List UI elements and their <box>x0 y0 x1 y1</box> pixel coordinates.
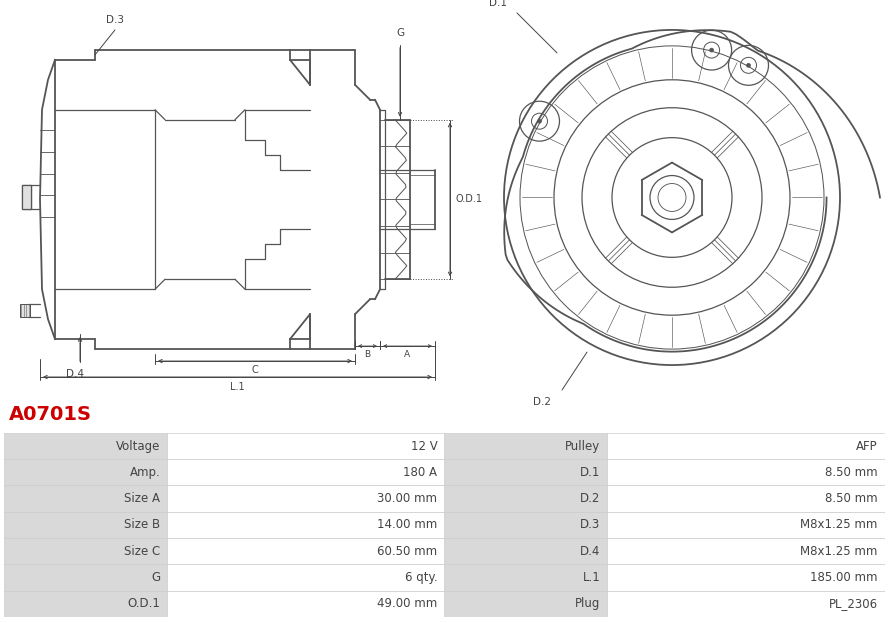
Text: M8x1.25 mm: M8x1.25 mm <box>800 545 877 558</box>
Bar <box>607 591 885 617</box>
Text: 60.50 mm: 60.50 mm <box>377 545 437 558</box>
Text: D.1: D.1 <box>489 0 507 8</box>
Bar <box>4 511 167 538</box>
Circle shape <box>538 119 541 123</box>
Bar <box>4 538 167 564</box>
Bar <box>167 433 444 459</box>
Bar <box>167 485 444 511</box>
Text: 14.00 mm: 14.00 mm <box>377 518 437 531</box>
Text: A0701S: A0701S <box>9 405 92 424</box>
Text: D.1: D.1 <box>580 466 600 479</box>
Text: G: G <box>151 571 160 584</box>
Bar <box>4 485 167 511</box>
Bar <box>4 564 167 591</box>
Text: 185.00 mm: 185.00 mm <box>810 571 877 584</box>
Text: 180 A: 180 A <box>404 466 437 479</box>
Bar <box>4 591 167 617</box>
Bar <box>444 564 607 591</box>
Text: B: B <box>364 350 370 359</box>
Text: D.2: D.2 <box>533 397 551 407</box>
Bar <box>167 538 444 564</box>
Text: 30.00 mm: 30.00 mm <box>378 492 437 505</box>
Bar <box>20 304 30 317</box>
Text: D.2: D.2 <box>580 492 600 505</box>
Bar <box>607 511 885 538</box>
Text: D.3: D.3 <box>106 15 124 25</box>
Text: O.D.1: O.D.1 <box>127 597 160 610</box>
Text: Pulley: Pulley <box>565 440 600 453</box>
Bar <box>444 485 607 511</box>
Text: Size A: Size A <box>124 492 160 505</box>
Text: A: A <box>404 350 410 359</box>
Bar <box>444 538 607 564</box>
Bar <box>607 485 885 511</box>
Bar <box>4 433 167 459</box>
Text: Voltage: Voltage <box>116 440 160 453</box>
Text: 8.50 mm: 8.50 mm <box>825 466 877 479</box>
Bar <box>22 184 31 209</box>
Text: D.4: D.4 <box>66 369 84 379</box>
Text: 12 V: 12 V <box>411 440 437 453</box>
Bar <box>444 511 607 538</box>
Text: D.3: D.3 <box>580 518 600 531</box>
Text: O.D.1: O.D.1 <box>455 194 482 204</box>
Bar <box>607 459 885 485</box>
Circle shape <box>709 48 714 52</box>
Bar <box>4 459 167 485</box>
Bar <box>167 511 444 538</box>
Text: C: C <box>252 365 259 375</box>
Bar <box>607 433 885 459</box>
Text: 6 qty.: 6 qty. <box>404 571 437 584</box>
Bar <box>22 184 31 209</box>
Bar <box>444 459 607 485</box>
Text: Size C: Size C <box>124 545 160 558</box>
Text: L.1: L.1 <box>582 571 600 584</box>
Text: Plug: Plug <box>575 597 600 610</box>
Text: Amp.: Amp. <box>130 466 160 479</box>
Bar <box>444 433 607 459</box>
Bar <box>167 459 444 485</box>
Text: L.1: L.1 <box>229 382 244 392</box>
Text: D.4: D.4 <box>580 545 600 558</box>
Bar <box>167 564 444 591</box>
Text: 49.00 mm: 49.00 mm <box>377 597 437 610</box>
Text: M8x1.25 mm: M8x1.25 mm <box>800 518 877 531</box>
Bar <box>167 591 444 617</box>
Text: G: G <box>396 28 404 38</box>
Text: Size B: Size B <box>124 518 160 531</box>
Circle shape <box>747 64 750 67</box>
Bar <box>444 591 607 617</box>
Text: 8.50 mm: 8.50 mm <box>825 492 877 505</box>
Text: PL_2306: PL_2306 <box>829 597 877 610</box>
Bar <box>607 564 885 591</box>
Bar <box>607 538 885 564</box>
Text: AFP: AFP <box>856 440 877 453</box>
